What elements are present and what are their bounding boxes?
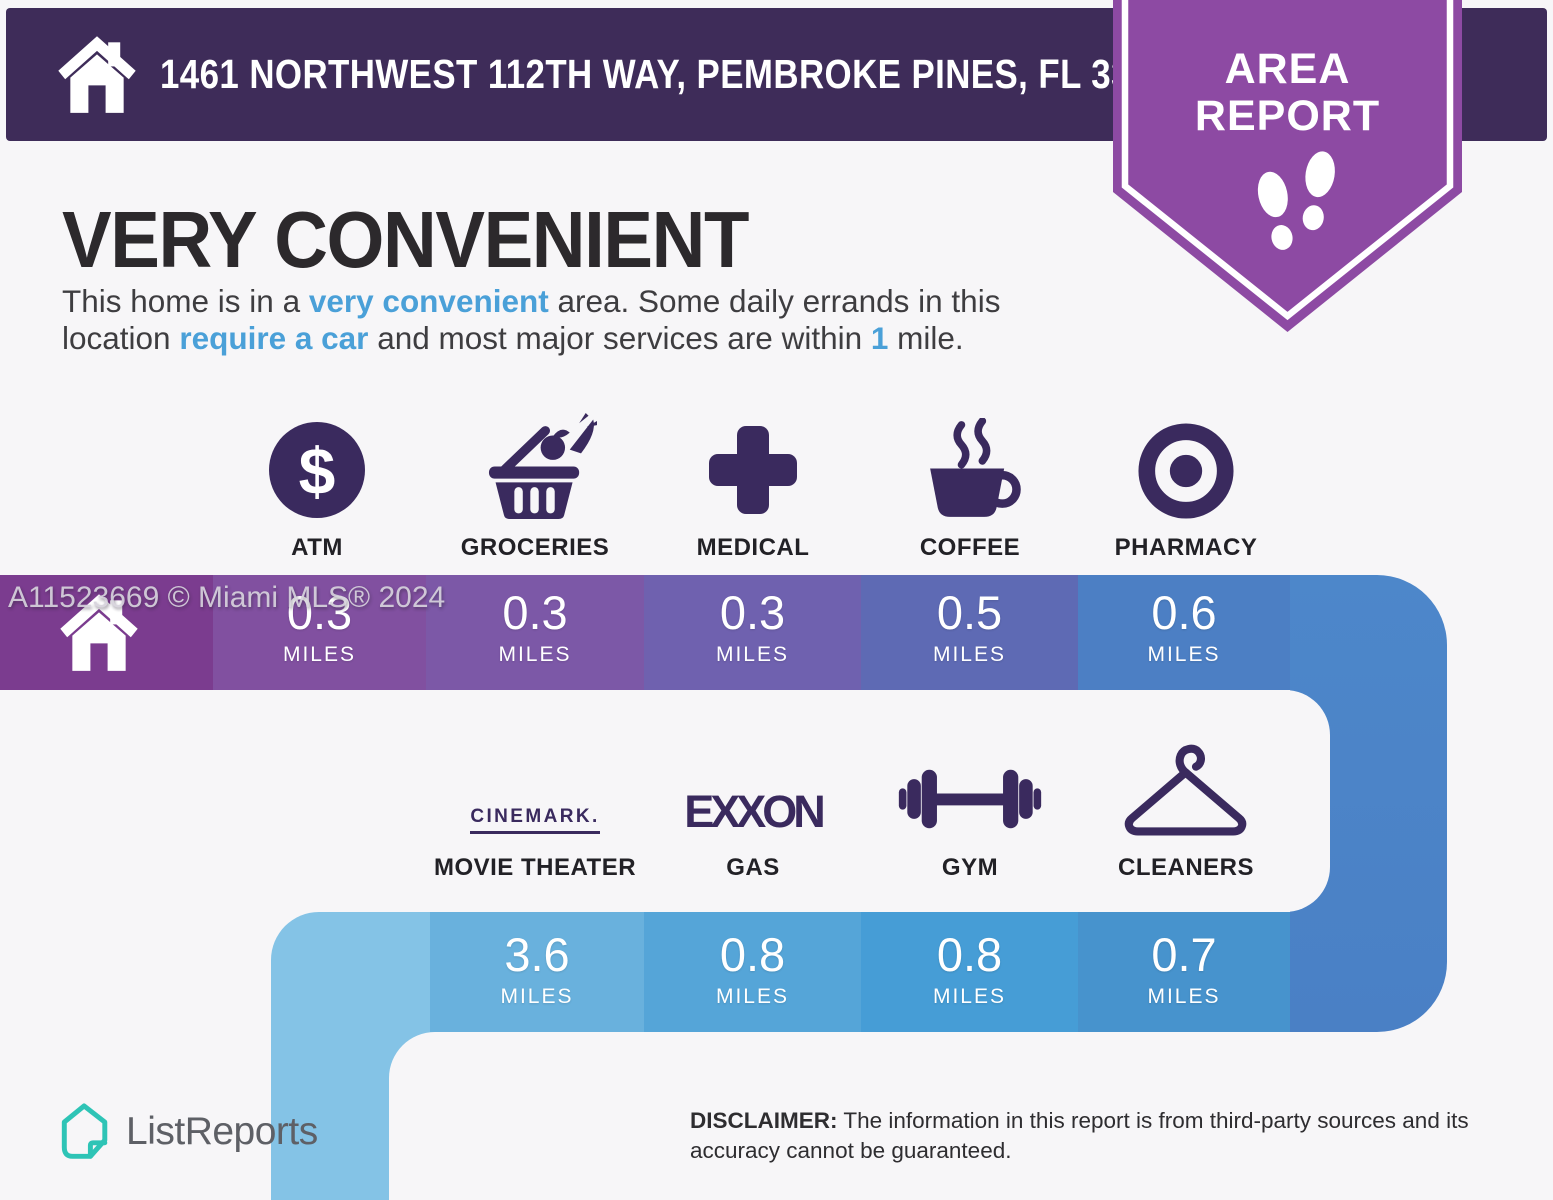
svg-text:$: $ [299,434,336,508]
category-movie-theater: CINEMARK. MOVIE THEATER [425,748,645,882]
distance-value: 0.8 [719,928,786,981]
clothes-hanger-icon [1124,744,1247,836]
distance-unit: MILES [498,643,572,666]
category-label: ATM [291,534,343,561]
footprints-icon [1257,151,1335,250]
distance-unit: MILES [932,643,1007,666]
home-icon [58,36,136,113]
distance-unit: MILES [715,985,790,1008]
category-label: CLEANERS [1117,854,1254,881]
distance-segment: 0.8 MILES [644,912,861,1032]
distance-segment: 0.8 MILES [861,912,1078,1032]
category-groceries: GROCERIES [425,408,645,562]
disclaimer-text: The information in this report is from t… [690,1108,1469,1164]
category-label: PHARMACY [1114,534,1258,561]
listreports-logo-icon [61,1103,108,1159]
distance-ribbon-row-1: 0.3 MILES 0.3 MILES 0.3 MILES 0.5 MILES 0.6 M… [0,575,1290,690]
distance-unit: MILES [715,643,790,666]
distance-value: 0.3 [286,586,353,639]
distance-value: 0.8 [936,928,1003,981]
description-highlight: very convenient [308,283,549,319]
category-gym: GYM [860,748,1080,882]
category-medical: MEDICAL [643,408,863,562]
distance-unit: MILES [282,643,357,666]
ribbon-corner-fillet [389,1032,435,1078]
distance-ribbon-row-2: 3.6 MILES 0.8 MILES 0.8 MILES 0.7 MILES [271,912,1290,1032]
distance-value: 0.5 [936,586,1003,639]
distance-segment: 0.3 MILES [644,575,861,690]
middle-white-panel [0,690,1330,912]
category-label: GROCERIES [460,534,610,561]
distance-segment: 0.3 MILES [213,575,426,690]
grocery-basket-icon [488,412,597,520]
badge-line-2: REPORT [1194,92,1381,141]
category-cleaners: CLEANERS [1076,744,1296,882]
dollar-circle-icon: $ [269,422,365,518]
description-highlight: 1 [870,320,889,357]
distance-segment: 0.3 MILES [426,575,644,690]
dumbbell-icon [898,769,1042,829]
distance-value: 0.3 [719,586,786,639]
description-text: This home is in a [62,283,309,319]
category-gas: EXXON GAS [643,748,863,882]
distance-unit: MILES [1147,643,1221,666]
category-label: COFFEE [919,534,1021,561]
distance-segment: 0.6 MILES [1078,575,1290,690]
distance-segment: 0.5 MILES [861,575,1078,690]
category-label: MOVIE THEATER [433,854,637,881]
category-label: GYM [941,854,999,881]
page-title: VERY CONVENIENT [62,195,749,284]
medical-cross-icon [709,426,797,514]
ribbon-left-band [271,1030,389,1200]
home-segment [0,575,213,690]
disclaimer: DISCLAIMER: The information in this repo… [690,1106,1480,1167]
distance-value: 3.6 [504,928,570,981]
distance-unit: MILES [932,985,1007,1008]
distance-unit: MILES [1147,985,1221,1008]
description-highlight: require a car [179,320,369,357]
ribbon-left-cap [271,912,430,1032]
property-address: 1461 NORTHWEST 112TH WAY, PEMBROKE PINES… [160,51,1191,97]
cinemark-logo-icon: CINEMARK. [470,806,600,834]
distance-segment: 3.6 MILES [430,912,644,1032]
coffee-cup-icon [930,418,1021,517]
mls-watermark: A11523669 © Miami MLS® 2024 [8,581,446,614]
category-label: GAS [726,854,780,881]
brand-name: ListReports [126,1110,318,1153]
walkability-description: This home is in a very convenient area. … [62,283,1001,357]
disclaimer-label: DISCLAIMER: [690,1108,838,1133]
distance-value: 0.7 [1151,928,1217,981]
distance-unit: MILES [500,985,574,1008]
listreports-brand: ListReports [58,1102,318,1162]
category-pharmacy: PHARMACY [1076,408,1296,562]
exxon-logo-icon: EXXON [684,786,826,837]
bullseye-target-icon [1138,423,1234,519]
distance-segment: 0.7 MILES [1078,912,1290,1032]
home-icon [60,594,138,671]
category-coffee: COFFEE [860,408,1080,562]
badge-title: AREA REPORT [1113,45,1462,141]
category-atm: $ ATM [207,408,427,562]
badge-ribbon-shape [1113,0,1462,332]
badge-line-1: AREA [1224,45,1351,93]
distance-value: 0.3 [502,586,568,639]
area-report-badge: AREA REPORT [1113,0,1462,332]
category-label: MEDICAL [696,534,810,561]
distance-value: 0.6 [1151,586,1217,639]
